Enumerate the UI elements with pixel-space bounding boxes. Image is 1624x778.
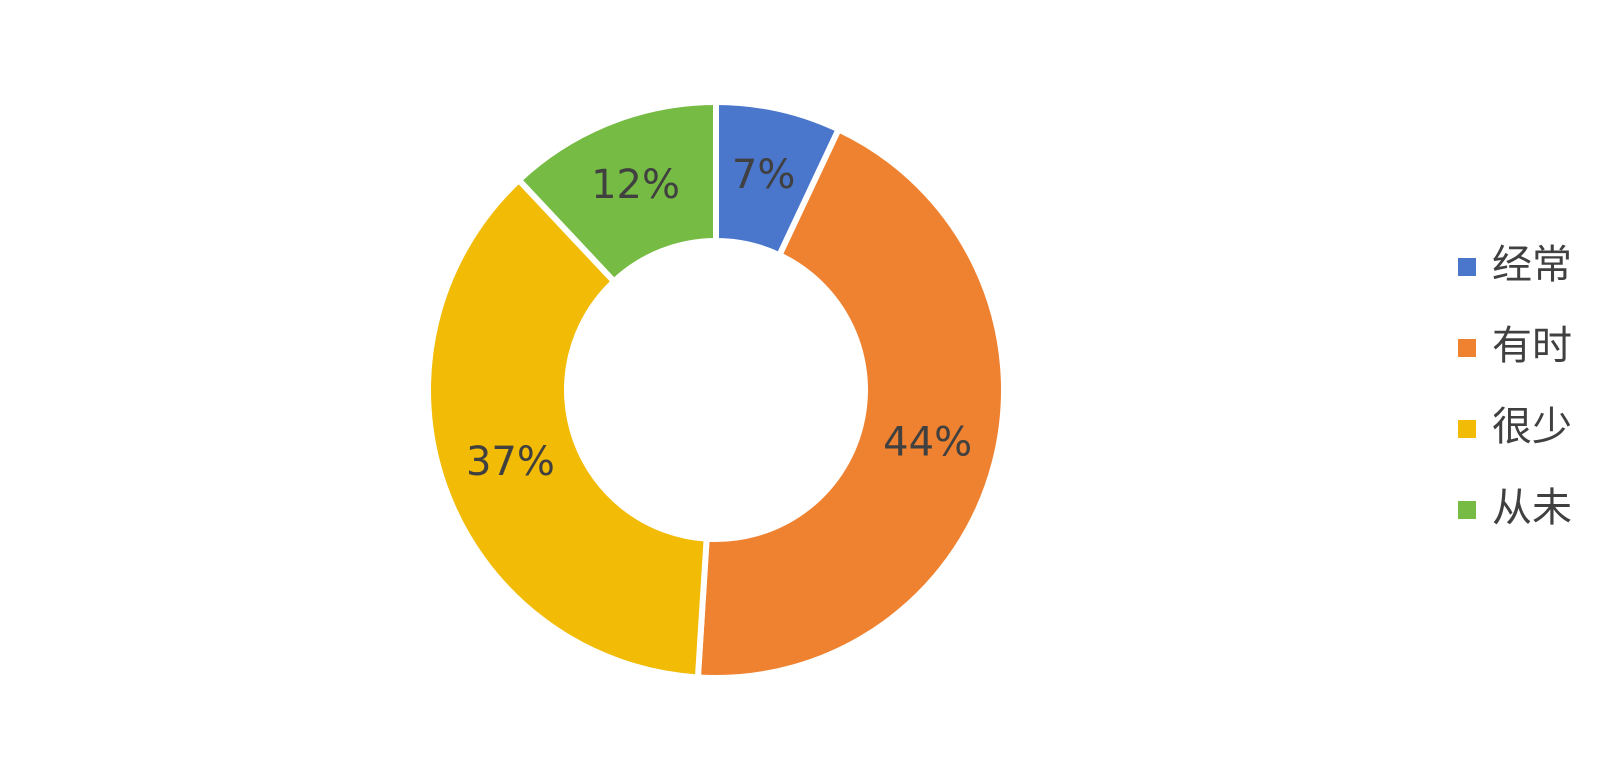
- legend-label: 有时: [1492, 323, 1572, 369]
- value-label: 37%: [466, 439, 555, 485]
- legend-swatch: [1458, 501, 1476, 519]
- legend-swatch: [1458, 258, 1476, 276]
- legend-label: 很少: [1492, 404, 1572, 450]
- legend-label: 从未: [1492, 485, 1572, 531]
- value-label: 12%: [591, 162, 680, 208]
- donut-slice: [694, 125, 1007, 681]
- donut-slice: [425, 175, 710, 681]
- value-label: 44%: [883, 419, 972, 465]
- value-label: 7%: [732, 152, 795, 198]
- legend-swatch: [1458, 420, 1476, 438]
- legend-swatch: [1458, 339, 1476, 357]
- legend-label: 经常: [1492, 242, 1572, 288]
- donut-slice: [514, 98, 719, 286]
